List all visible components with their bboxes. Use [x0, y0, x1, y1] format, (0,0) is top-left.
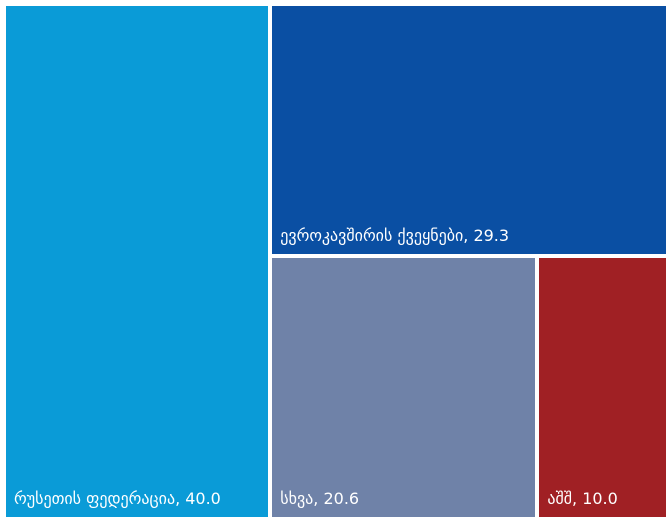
tile-other: სხვა, 20.6 — [272, 257, 536, 517]
tile-russian-federation: რუსეთის ფედერაცია, 40.0 — [6, 6, 269, 517]
tile-label-russian-federation: რუსეთის ფედერაცია, 40.0 — [14, 489, 221, 508]
tile-eu-countries: ევროკავშირის ქვეყნები, 29.3 — [272, 6, 666, 254]
tile-label-other: სხვა, 20.6 — [280, 488, 360, 508]
tile-label-usa: აშშ, 10.0 — [547, 488, 618, 508]
tile-usa: აშშ, 10.0 — [539, 257, 666, 517]
tile-label-eu-countries: ევროკავშირის ქვეყნები, 29.3 — [280, 225, 510, 245]
